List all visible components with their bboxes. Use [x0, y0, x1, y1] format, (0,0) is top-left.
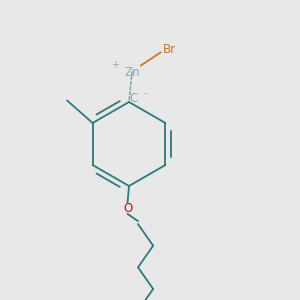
Text: Zn: Zn [124, 65, 140, 79]
Text: ⁻: ⁻ [142, 92, 148, 102]
Text: O: O [123, 202, 132, 215]
Text: +: + [112, 59, 119, 70]
Text: C: C [129, 92, 138, 106]
Text: Br: Br [163, 43, 176, 56]
